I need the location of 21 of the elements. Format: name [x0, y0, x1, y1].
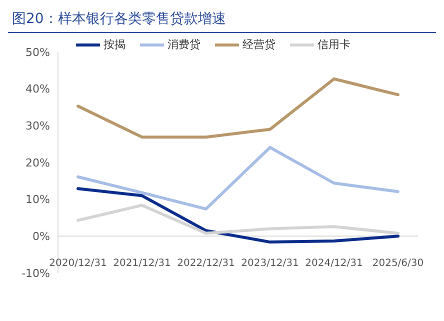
line-series [76, 187, 400, 244]
legend-label: 信用卡 [318, 37, 350, 52]
y-tick-label: 50% [26, 46, 50, 59]
y-tick-label: 20% [26, 156, 50, 170]
y-tick-label: -10% [22, 266, 50, 280]
x-tick-label: 2021/12/31 [113, 258, 171, 270]
x-tick-label: 2022/12/31 [177, 258, 235, 270]
legend-label: 按揭 [104, 37, 126, 52]
y-tick-label: 0% [32, 230, 50, 244]
x-tick-label: 2023/12/31 [241, 258, 299, 270]
y-tick-label: 30% [26, 120, 50, 133]
y-tick-label: 40% [26, 82, 50, 96]
line-series [76, 77, 400, 139]
x-tick-label: 2025/6/30 [372, 258, 424, 270]
chart-title: 图20：样本银行各类零售贷款增速 [8, 8, 436, 33]
x-tick-label: 2020/12/31 [49, 258, 107, 270]
legend-label: 经营贷 [242, 37, 276, 52]
legend-label: 消费贷 [168, 37, 200, 52]
x-tick-label: 2024/12/31 [305, 258, 363, 270]
line-series [76, 146, 400, 210]
y-tick-label: 10% [26, 193, 50, 206]
